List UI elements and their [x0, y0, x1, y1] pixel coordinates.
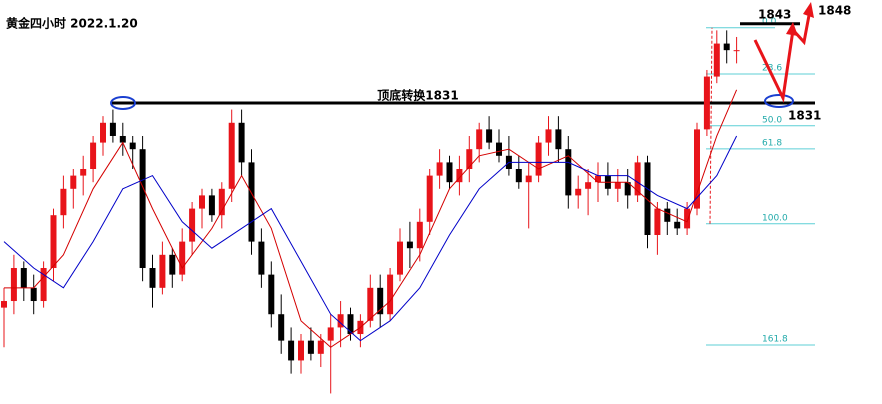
- candle-body: [70, 175, 77, 189]
- fib-label: 50.0: [762, 115, 782, 125]
- candle-body: [713, 43, 720, 77]
- candle-body: [90, 142, 97, 169]
- candle-body: [1, 301, 7, 308]
- candle-body: [189, 208, 196, 242]
- target-label: 1843: [758, 7, 791, 21]
- candle-body: [169, 254, 176, 275]
- candle-body: [199, 195, 205, 209]
- candle-body: [486, 129, 493, 143]
- candle-body: [100, 122, 106, 143]
- target-label: 1848: [818, 4, 851, 18]
- candle-body: [535, 142, 542, 176]
- candle-body: [278, 314, 285, 341]
- candle-body: [30, 287, 37, 302]
- candle-body: [248, 162, 255, 242]
- candle-body: [10, 268, 17, 302]
- candle-body: [258, 241, 265, 275]
- candle-body: [298, 340, 304, 361]
- candle-body: [436, 162, 443, 176]
- candle-body: [674, 221, 681, 229]
- candle-body: [585, 182, 592, 189]
- candle-body: [476, 129, 483, 150]
- candle-body: [733, 50, 740, 52]
- candle-body: [149, 268, 156, 288]
- candle-body: [288, 340, 295, 361]
- candle-body: [119, 135, 126, 143]
- candle-body: [684, 208, 691, 229]
- candle-body: [456, 168, 463, 183]
- candle-body: [40, 268, 47, 302]
- candle-body: [327, 327, 334, 341]
- candle-body: [654, 208, 661, 236]
- candle-body: [614, 182, 621, 189]
- fib-label: 161.8: [762, 334, 788, 344]
- candle-body: [238, 122, 245, 163]
- arrow-head: [786, 22, 798, 36]
- chart-title: 黄金四小时 2022.1.20: [6, 16, 138, 31]
- candle-body: [703, 76, 710, 130]
- candle-body: [595, 175, 601, 183]
- fib-dash: [709, 27, 713, 224]
- circle-mark: [764, 93, 794, 108]
- candle-body: [575, 188, 582, 196]
- candle-body: [109, 122, 116, 136]
- candle-body: [565, 149, 572, 196]
- candle-body: [416, 221, 423, 249]
- candle-body: [317, 340, 324, 354]
- candle-body: [555, 129, 562, 150]
- candle-body: [466, 149, 473, 169]
- support-label: 顶底转换1831: [377, 87, 458, 102]
- arrow-head: [803, 2, 814, 18]
- candle-body: [525, 175, 532, 183]
- circle-mark: [110, 95, 136, 110]
- candle-body: [634, 162, 641, 196]
- candle-body: [268, 274, 275, 315]
- candle-body: [515, 168, 522, 183]
- candle-body: [446, 162, 453, 183]
- candle-body: [723, 43, 730, 51]
- candle-body: [367, 287, 374, 321]
- target-label: 1831: [788, 108, 821, 122]
- candle-body: [307, 340, 314, 354]
- candle-body: [387, 274, 394, 315]
- candle-body: [159, 254, 166, 288]
- candle-body: [397, 241, 403, 275]
- candle-body: [60, 188, 67, 216]
- candle-body: [337, 314, 344, 328]
- fib-label: 23.6: [762, 63, 782, 73]
- candle-body: [406, 241, 413, 249]
- fib-label: 61.8: [762, 138, 782, 148]
- candle-body: [644, 162, 651, 236]
- fib-label: 0.0: [762, 17, 777, 27]
- moving-average: [4, 89, 738, 348]
- candle-body: [208, 195, 215, 216]
- candle-body: [664, 208, 671, 222]
- candle-body: [496, 142, 502, 156]
- candle-body: [426, 175, 433, 222]
- candle-body: [218, 188, 225, 216]
- candle-body: [129, 142, 136, 150]
- moving-average: [3, 135, 738, 342]
- candle-body: [694, 129, 700, 209]
- candle-body: [228, 122, 235, 189]
- fib-label: 100.0: [762, 213, 788, 223]
- candle-body: [347, 314, 354, 335]
- candle-body: [179, 241, 186, 275]
- candle-body: [624, 182, 631, 196]
- candle-body: [545, 129, 552, 143]
- candle-body: [139, 149, 146, 269]
- candle-body: [80, 168, 87, 176]
- candle-body: [20, 268, 27, 288]
- candle-body: [377, 287, 384, 315]
- candle-body: [50, 215, 57, 269]
